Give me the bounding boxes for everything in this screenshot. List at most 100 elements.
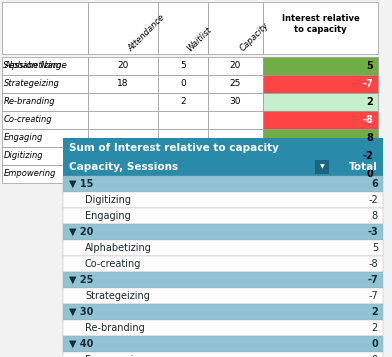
Bar [88, 111, 158, 129]
Bar [63, 288, 383, 304]
Bar [88, 93, 158, 111]
Bar [263, 57, 378, 75]
Text: 2: 2 [372, 323, 378, 333]
Bar [88, 75, 158, 93]
Bar [158, 147, 208, 165]
Bar [208, 57, 263, 75]
Text: 30: 30 [230, 97, 241, 106]
Bar [263, 93, 378, 111]
Text: 0: 0 [372, 355, 378, 357]
Bar [208, 111, 263, 129]
Bar [263, 165, 378, 183]
Bar [208, 93, 263, 111]
Bar [63, 176, 383, 192]
Text: 0: 0 [366, 169, 373, 179]
Bar [2, 165, 88, 183]
Text: 5: 5 [180, 61, 186, 70]
Text: 5: 5 [372, 243, 378, 253]
Bar [208, 165, 263, 183]
Text: ▼ 40: ▼ 40 [69, 339, 93, 349]
Bar [158, 57, 208, 75]
Text: Alphabetizing: Alphabetizing [4, 61, 62, 70]
Bar [2, 2, 88, 54]
Bar [88, 2, 158, 54]
Text: Capacity, Sessions: Capacity, Sessions [69, 162, 178, 172]
Text: -3: -3 [367, 227, 378, 237]
Text: Strategeizing: Strategeizing [85, 291, 150, 301]
Bar [158, 111, 208, 129]
Text: -8: -8 [368, 259, 378, 269]
Bar [158, 129, 208, 147]
Bar [88, 129, 158, 147]
Bar [88, 147, 158, 165]
Text: Digitizing: Digitizing [4, 151, 44, 161]
Text: Alphabetizing: Alphabetizing [85, 243, 152, 253]
Bar [208, 147, 263, 165]
Text: ▼: ▼ [319, 165, 324, 170]
Bar [88, 165, 158, 183]
Text: Total: Total [349, 162, 378, 172]
Bar [2, 129, 88, 147]
Bar [63, 240, 383, 256]
Bar [158, 75, 208, 93]
Bar [315, 160, 329, 174]
Text: -7: -7 [362, 79, 373, 89]
Text: Waitlist: Waitlist [185, 25, 214, 53]
Text: -2: -2 [362, 151, 373, 161]
Bar [208, 75, 263, 93]
Bar [2, 57, 88, 75]
Bar [2, 93, 88, 111]
Text: ▼ 20: ▼ 20 [69, 227, 93, 237]
Bar [63, 224, 383, 240]
Text: 2: 2 [371, 307, 378, 317]
Text: Empowering: Empowering [85, 355, 146, 357]
Bar [63, 158, 383, 176]
Bar [2, 147, 88, 165]
Bar [2, 75, 88, 93]
Bar [63, 320, 383, 336]
Bar [63, 256, 383, 272]
Text: 0: 0 [371, 339, 378, 349]
Text: 8: 8 [366, 133, 373, 143]
Bar [263, 129, 378, 147]
Text: Engaging: Engaging [85, 211, 131, 221]
Text: 2: 2 [180, 97, 186, 106]
Text: Interest relative
to capacity: Interest relative to capacity [281, 14, 359, 34]
Text: 2: 2 [366, 97, 373, 107]
Bar [263, 2, 378, 54]
Text: 0: 0 [180, 80, 186, 89]
Text: 20: 20 [117, 61, 129, 70]
Bar [63, 138, 383, 158]
Text: 5: 5 [366, 61, 373, 71]
Text: Strategeizing: Strategeizing [4, 80, 60, 89]
Text: Sum of Interest relative to capacity: Sum of Interest relative to capacity [69, 143, 279, 153]
Text: Empowering: Empowering [4, 170, 56, 178]
Text: Re-branding: Re-branding [85, 323, 145, 333]
Text: Digitizing: Digitizing [85, 195, 131, 205]
Bar [63, 304, 383, 320]
Bar [63, 272, 383, 288]
Text: 8: 8 [372, 211, 378, 221]
Bar [158, 165, 208, 183]
Text: 25: 25 [230, 80, 241, 89]
Bar [88, 57, 158, 75]
Bar [63, 352, 383, 357]
Text: ▼ 15: ▼ 15 [69, 179, 93, 189]
Bar [208, 129, 263, 147]
Bar [263, 75, 378, 93]
Bar [158, 2, 208, 54]
Text: Re-branding: Re-branding [4, 97, 56, 106]
Text: Co-creating: Co-creating [85, 259, 142, 269]
Text: 18: 18 [117, 80, 129, 89]
Text: Engaging: Engaging [4, 134, 44, 142]
Text: -8: -8 [362, 115, 373, 125]
Text: 20: 20 [230, 61, 241, 70]
Bar [158, 93, 208, 111]
Text: Co-creating: Co-creating [4, 116, 53, 125]
Text: -2: -2 [368, 195, 378, 205]
Text: 6: 6 [371, 179, 378, 189]
Bar [63, 336, 383, 352]
Bar [63, 192, 383, 208]
Text: Capacity: Capacity [238, 21, 270, 53]
Text: Session Name: Session Name [3, 61, 67, 70]
